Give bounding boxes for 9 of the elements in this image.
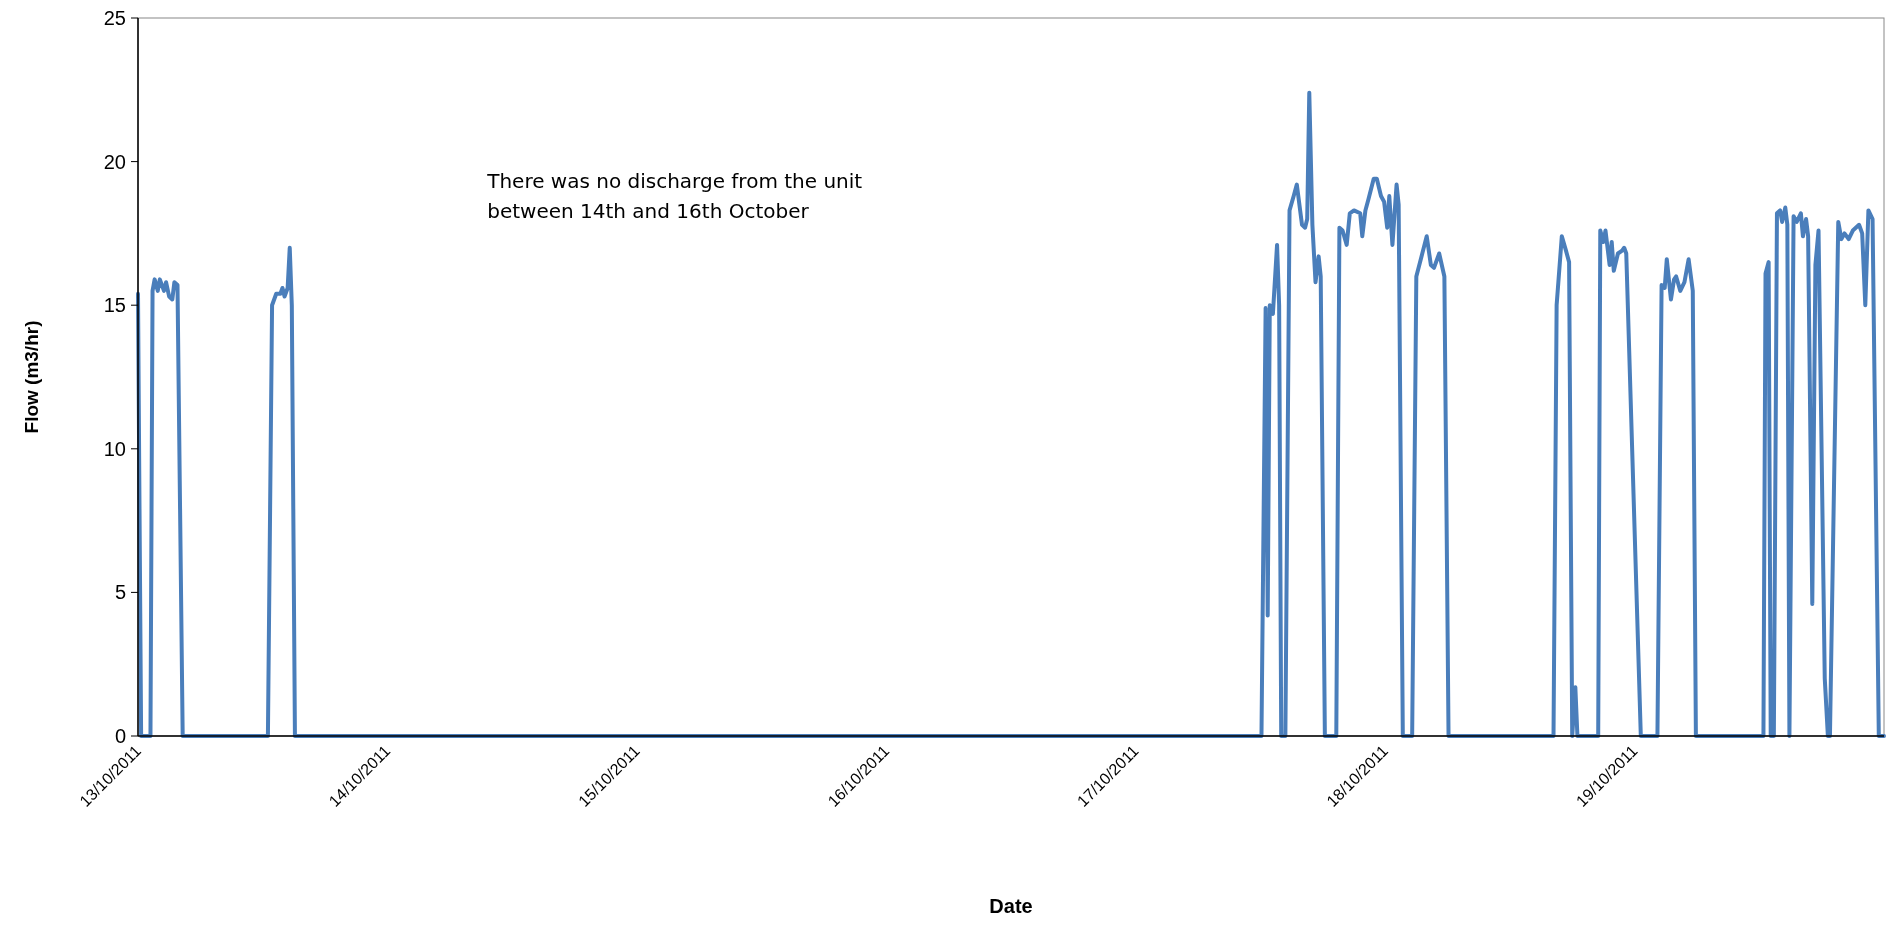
y-tick-label: 0 bbox=[114, 725, 126, 747]
y-tick-label: 25 bbox=[103, 7, 126, 29]
annotation: There was no discharge from the unit between 14th and 16th October bbox=[486, 169, 863, 223]
y-axis-title: Flow (m3/hr) bbox=[21, 320, 42, 434]
y-tick-label: 15 bbox=[103, 294, 126, 317]
x-axis-title: Date bbox=[989, 895, 1033, 917]
y-tick-label: 5 bbox=[114, 581, 126, 604]
y-tick-label: 20 bbox=[103, 150, 126, 173]
y-tick-label: 10 bbox=[103, 437, 126, 460]
